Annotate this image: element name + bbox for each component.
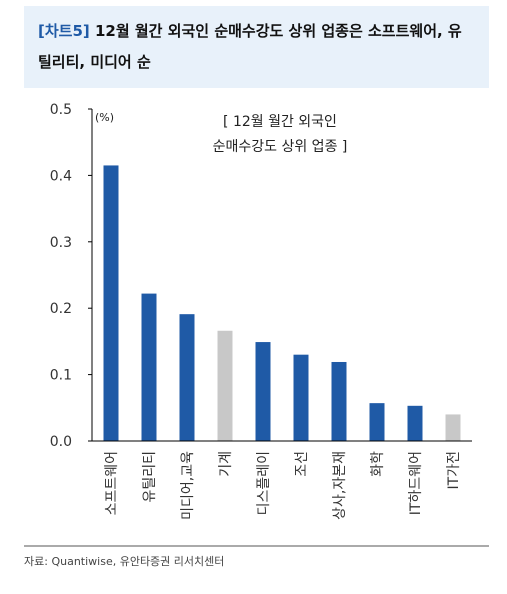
chart-title-line: [ 12월 월간 외국인: [223, 114, 337, 130]
y-unit-label: (%): [95, 111, 114, 124]
chart-headline: 12월 월간 외국인 순매수강도 상위 업종은 소프트웨어, 유틸리티, 미디어…: [38, 22, 462, 71]
bar-5: [255, 342, 271, 441]
y-tick-label: 0.4: [50, 168, 72, 184]
x-category-label: IT가전: [446, 451, 462, 489]
bar-9: [407, 405, 423, 441]
y-tick-label: 0.0: [50, 434, 72, 450]
x-category-label: 상사,자본재: [332, 451, 348, 520]
y-tick-label: 0.3: [50, 235, 72, 251]
y-tick-label: 0.2: [50, 301, 72, 317]
x-category-label: 화학: [370, 451, 386, 477]
x-category-label: 소프트웨어: [104, 451, 120, 515]
bar-1: [103, 165, 119, 441]
chart-header: [차트5] 12월 월간 외국인 순매수강도 상위 업종은 소프트웨어, 유틸리…: [24, 6, 489, 88]
bar-3: [179, 314, 195, 441]
chart-title-line: 순매수강도 상위 업종 ]: [213, 139, 348, 155]
x-category-label: 유틸리티: [142, 451, 158, 503]
y-tick-label: 0.1: [50, 368, 72, 384]
bar-2: [141, 293, 157, 441]
x-category-label: 미디어,교육: [180, 451, 196, 520]
x-category-label: 조선: [294, 451, 310, 477]
bar-10: [445, 414, 461, 441]
bar-6: [293, 354, 309, 441]
x-category-label: 디스플레이: [256, 451, 272, 515]
bar-7: [331, 361, 347, 441]
x-category-label: IT하드웨어: [408, 451, 424, 515]
x-category-label: 기계: [218, 451, 234, 477]
bar-4: [217, 330, 233, 441]
chart-tag: [차트5]: [38, 22, 90, 40]
source-note: 자료: Quantiwise, 유안타증권 리서치센터: [24, 555, 225, 568]
y-tick-label: 0.5: [50, 102, 72, 118]
bar-8: [369, 403, 385, 441]
